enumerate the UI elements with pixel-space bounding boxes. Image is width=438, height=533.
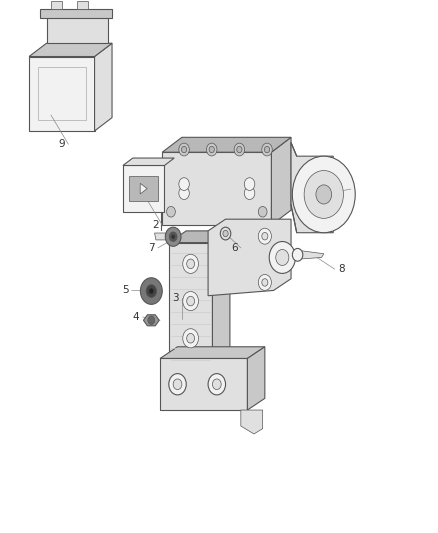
Polygon shape [140,183,147,194]
Polygon shape [162,138,291,152]
Polygon shape [95,43,112,131]
Text: 1: 1 [312,195,318,205]
Polygon shape [272,138,291,225]
Circle shape [187,259,194,269]
Circle shape [212,379,221,390]
Polygon shape [46,14,108,43]
Text: 5: 5 [122,286,128,295]
Circle shape [183,254,198,273]
Text: 9: 9 [59,139,65,149]
Polygon shape [155,233,168,240]
Circle shape [292,248,303,261]
Text: 6: 6 [231,243,237,253]
Circle shape [316,185,332,204]
Circle shape [173,379,182,390]
Polygon shape [208,219,291,296]
Circle shape [187,296,194,306]
Text: 8: 8 [338,264,345,274]
Circle shape [187,334,194,343]
Circle shape [276,249,289,265]
Polygon shape [300,251,324,259]
Polygon shape [241,410,263,434]
Circle shape [262,232,268,240]
Polygon shape [162,152,272,225]
Text: 7: 7 [148,243,155,253]
Circle shape [258,206,267,217]
Circle shape [169,232,177,241]
Circle shape [244,187,255,199]
Polygon shape [77,1,88,9]
Circle shape [237,147,242,153]
Circle shape [304,171,343,219]
Circle shape [220,227,231,240]
Polygon shape [160,359,247,410]
Polygon shape [51,1,62,9]
Circle shape [166,206,175,217]
Circle shape [262,279,268,286]
Circle shape [244,177,255,190]
Circle shape [208,374,226,395]
Text: 3: 3 [172,293,179,303]
Circle shape [179,143,189,156]
Circle shape [181,147,187,153]
Polygon shape [123,158,174,165]
Circle shape [148,316,155,325]
Circle shape [209,147,214,153]
Circle shape [234,143,244,156]
Circle shape [269,241,295,273]
Polygon shape [40,9,112,18]
Circle shape [179,177,189,190]
Polygon shape [29,43,112,56]
Circle shape [258,274,272,290]
Polygon shape [212,231,230,370]
Text: 4: 4 [133,312,139,322]
Circle shape [183,292,198,311]
Polygon shape [291,143,333,233]
Circle shape [223,230,228,237]
Circle shape [265,147,270,153]
Circle shape [258,228,272,244]
Circle shape [179,187,189,199]
Polygon shape [144,315,159,326]
Text: 2: 2 [152,220,159,230]
Polygon shape [123,165,164,212]
Polygon shape [160,347,265,359]
Circle shape [141,278,162,304]
Polygon shape [169,243,212,370]
Circle shape [146,285,156,297]
Polygon shape [130,176,158,201]
Circle shape [206,143,217,156]
Polygon shape [247,347,265,410]
Circle shape [165,227,181,246]
Polygon shape [169,231,230,243]
Circle shape [171,235,175,239]
Circle shape [183,329,198,348]
Circle shape [149,288,153,294]
Circle shape [262,143,272,156]
Polygon shape [29,56,95,131]
Circle shape [169,374,186,395]
Circle shape [292,156,355,233]
